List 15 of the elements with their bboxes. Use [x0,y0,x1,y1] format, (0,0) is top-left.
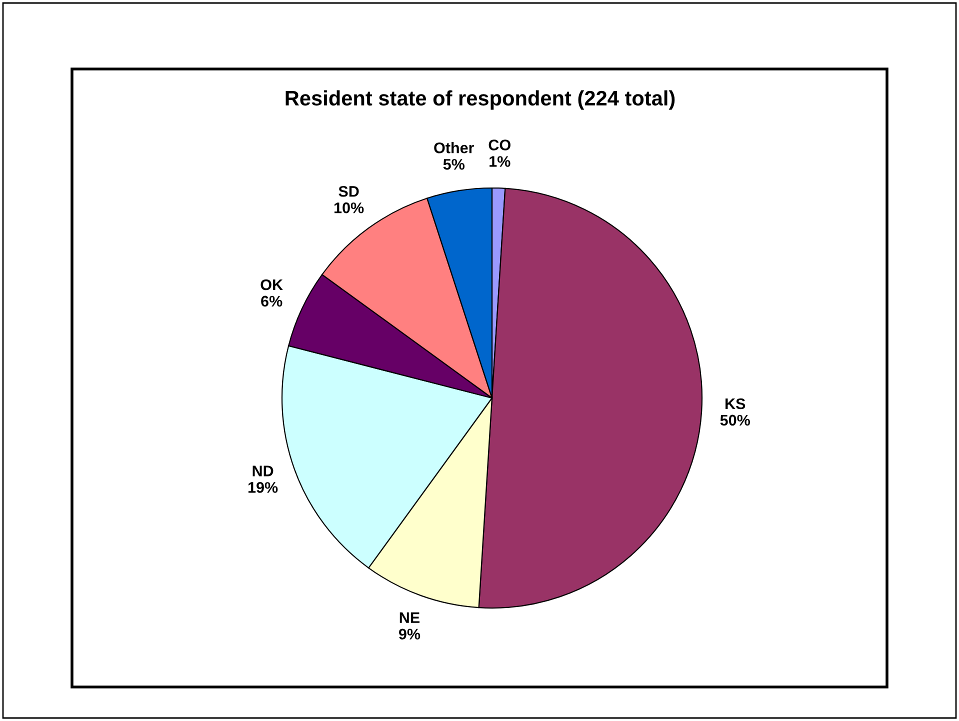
data-label: 5% [443,158,465,170]
data-label: 1% [490,156,510,167]
slice-label: Other [434,142,474,154]
slice-label: SD [338,186,359,197]
data-label: 50% [720,414,750,426]
slice-label: CO [488,140,510,150]
chart-title: Resident state of respondent (224 total) [286,90,675,110]
slice-label: OK [260,279,283,290]
slice-label: NE [400,612,420,623]
data-label: 6% [261,296,282,307]
slice-label: KS [726,398,746,410]
data-label: 19% [248,482,278,493]
slice-label: ND [252,466,274,476]
data-label: 10% [334,202,364,214]
data-label: 9% [398,628,420,640]
